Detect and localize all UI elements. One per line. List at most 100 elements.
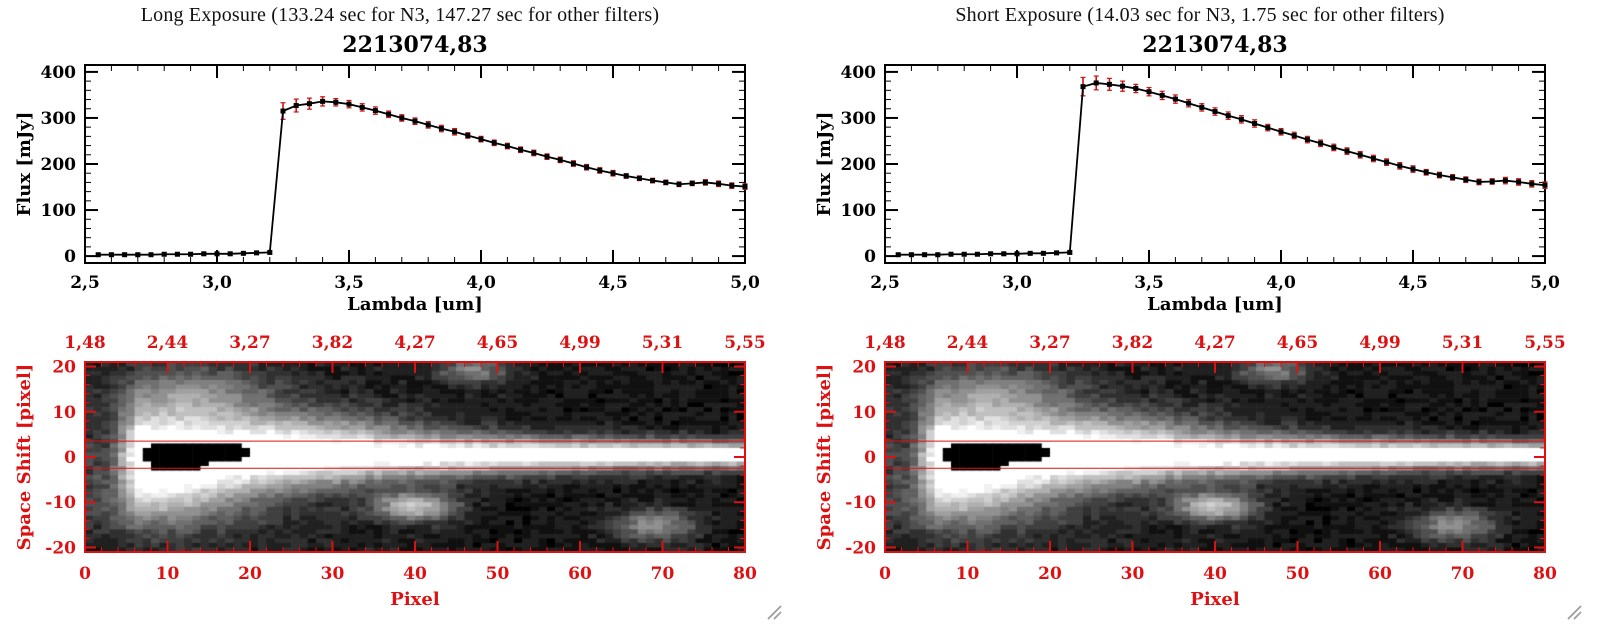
image-ytick-label: -20 [845, 538, 876, 558]
spectrum-xtick-label: 5,0 [730, 273, 760, 293]
panel-title-short: Short Exposure (14.03 sec for N3, 1.75 s… [955, 4, 1445, 26]
image-top-tick-label: 2,44 [947, 333, 989, 353]
spectrum-ytick-label: 400 [841, 63, 877, 83]
image-ytick-label: 20 [52, 358, 76, 378]
image-top-tick-label: 4,65 [1277, 333, 1318, 353]
image-xtick-label: 10 [956, 564, 980, 584]
panel-title-long: Long Exposure (133.24 sec for N3, 147.27… [140, 4, 660, 26]
image-top-tick-label: 4,99 [559, 333, 600, 353]
image-top-tick-label: 3,82 [312, 333, 353, 353]
image-xtick-label: 60 [568, 564, 592, 584]
image-xtick-label: 80 [733, 564, 757, 584]
image-xtick-label: 0 [879, 564, 891, 584]
image-ytick-label: -10 [845, 493, 876, 513]
image-ytick-label: 10 [52, 403, 76, 423]
spectrum-markers [895, 80, 1548, 258]
image-xtick-label: 70 [651, 564, 675, 584]
image-xtick-label: 20 [1038, 564, 1062, 584]
spectrum-ytick-label: 100 [841, 201, 877, 221]
image-xtick-label: 40 [403, 564, 427, 584]
spectrum-plot: 2213074,83 2,5 3,0 3,5 4,0 4,5 5,0 0 100 200 300 40… [814, 32, 1560, 315]
spectrum-xtick-label: 4,0 [466, 273, 496, 293]
spectrum-ytick-label: 100 [41, 201, 77, 221]
panel-short-exposure: Short Exposure (14.03 sec for N3, 1.75 s… [800, 0, 1600, 630]
image-xtick-label: 80 [1533, 564, 1557, 584]
resize-grip-icon [767, 605, 782, 620]
spectrum-ytick-label: 200 [41, 155, 77, 175]
panel-long-exposure: Long Exposure (133.24 sec for N3, 147.27… [14, 4, 784, 622]
image-xtick-label: 0 [79, 564, 91, 584]
spectrum-ytick-label: 300 [841, 109, 877, 129]
spectrum-ytick-label: 200 [841, 155, 877, 175]
spectrum-xlabel: Lambda [um] [347, 294, 483, 315]
image-ytick-label: -10 [45, 493, 76, 513]
image-xlabel: Pixel [390, 589, 440, 610]
spectrum-ticks [884, 65, 1546, 263]
spectrum-markers [95, 98, 748, 258]
image-top-tick-label: 3,27 [229, 333, 270, 353]
spectrum-xtick-label: 2,5 [70, 273, 100, 293]
spectrum-xlabel: Lambda [um] [1147, 294, 1283, 315]
image-top-tick-label: 4,99 [1359, 333, 1400, 353]
spectrum-xtick-label: 5,0 [1530, 273, 1560, 293]
image-top-tick-label: 4,27 [1194, 333, 1235, 353]
image-top-tick-label: 5,31 [1442, 333, 1483, 353]
spectrum-error-bars [895, 75, 1548, 257]
image-top-tick-label: 5,31 [642, 333, 683, 353]
spectrum-ytick-label: 0 [864, 247, 876, 267]
spectrum-error-bars [95, 96, 748, 257]
spectrum-xtick-label: 3,0 [1002, 273, 1032, 293]
resize-grip[interactable] [1564, 602, 1584, 622]
image-top-tick-label: 4,65 [477, 333, 518, 353]
spectrum-xtick-label: 3,5 [1134, 273, 1164, 293]
image-xtick-label: 40 [1203, 564, 1227, 584]
spectrum-ylabel: Flux [mJy] [814, 112, 835, 217]
image-xtick-label: 70 [1451, 564, 1475, 584]
resize-grip-icon [1567, 605, 1582, 620]
image-xtick-label: 10 [156, 564, 180, 584]
image-top-tick-label: 5,55 [724, 333, 765, 353]
spectrum-title: 2213074,83 [342, 32, 487, 58]
image-top-tick-label: 4,27 [394, 333, 435, 353]
spectrum-frame [84, 64, 746, 264]
image-xlabel: Pixel [1190, 589, 1240, 610]
spectrum-ytick-label: 400 [41, 63, 77, 83]
spectrum-ytick-label: 300 [41, 109, 77, 129]
image-ytick-label: -20 [45, 538, 76, 558]
spectral-image-long [85, 362, 745, 552]
image-xtick-label: 50 [1286, 564, 1310, 584]
spectral-image-short [885, 362, 1545, 552]
image-ytick-label: 10 [852, 403, 876, 423]
spectrum-frame [884, 64, 1546, 264]
spectrum-xtick-label: 3,5 [334, 273, 364, 293]
image-ytick-label: 0 [64, 448, 76, 468]
image-xtick-label: 30 [321, 564, 345, 584]
spectrum-xtick-label: 4,0 [1266, 273, 1296, 293]
image-xtick-label: 50 [486, 564, 510, 584]
spectrum-ticks [84, 65, 746, 263]
spectrum-xtick-label: 4,5 [598, 273, 628, 293]
spectrum-ylabel: Flux [mJy] [14, 112, 35, 217]
image-top-tick-label: 5,55 [1524, 333, 1565, 353]
image-ytick-label: 0 [864, 448, 876, 468]
image-xtick-label: 20 [238, 564, 262, 584]
image-top-tick-label: 3,27 [1029, 333, 1070, 353]
image-top-tick-label: 1,48 [864, 333, 905, 353]
spectrum-title: 2213074,83 [1142, 32, 1287, 58]
resize-grip[interactable] [764, 602, 784, 622]
spectrum-series-line [98, 100, 746, 256]
image-ylabel: Space Shift [pixel] [814, 364, 835, 551]
image-top-tick-label: 3,82 [1112, 333, 1153, 353]
image-xtick-label: 30 [1121, 564, 1145, 584]
spectrum-plot: 2213074,83 2,5 3,0 3,5 4,0 4,5 5,0 0 100 200 300 40… [14, 32, 760, 315]
spectrum-xtick-label: 4,5 [1398, 273, 1428, 293]
image-top-tick-label: 1,48 [64, 333, 105, 353]
spectrum-series-line [898, 82, 1546, 256]
spectrum-xtick-label: 3,0 [202, 273, 232, 293]
image-xtick-label: 60 [1368, 564, 1392, 584]
image-top-tick-label: 2,44 [147, 333, 189, 353]
spectrum-ytick-label: 0 [64, 247, 76, 267]
image-ytick-label: 20 [852, 358, 876, 378]
image-ylabel: Space Shift [pixel] [14, 364, 35, 551]
